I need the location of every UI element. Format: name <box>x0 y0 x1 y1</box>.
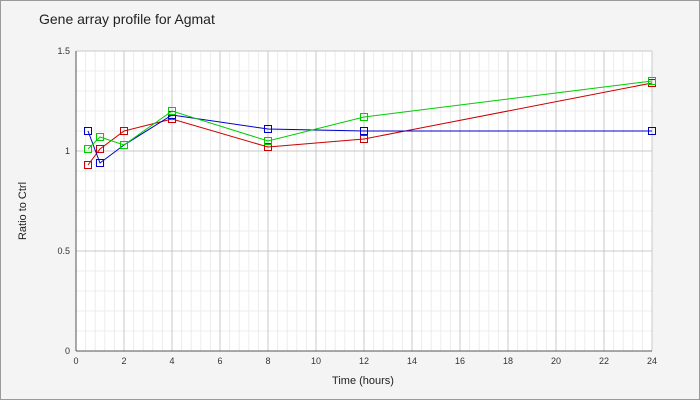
chart-title: Gene array profile for Agmat <box>39 11 215 27</box>
x-axis-label: Time (hours) <box>332 375 394 387</box>
x-tick-label: 4 <box>169 356 174 366</box>
data-point-marker <box>96 159 104 167</box>
x-tick-label: 22 <box>599 356 609 366</box>
y-tick-label: 0.5 <box>57 246 70 256</box>
x-tick-label: 20 <box>551 356 561 366</box>
y-tick-label: 1 <box>65 146 70 156</box>
data-point-marker <box>84 127 92 135</box>
data-point-marker <box>120 127 128 135</box>
x-tick-label: 18 <box>503 356 513 366</box>
data-point-marker <box>360 127 368 135</box>
x-tick-label: 0 <box>73 356 78 366</box>
data-point-marker <box>264 125 272 133</box>
data-point-marker <box>168 107 176 115</box>
data-point-marker <box>84 161 92 169</box>
data-point-marker <box>84 145 92 153</box>
data-point-marker <box>360 135 368 143</box>
series-line-3 <box>87 80 653 150</box>
data-point-marker <box>360 113 368 121</box>
data-point-marker <box>264 143 272 151</box>
data-point-marker <box>648 127 656 135</box>
x-tick-label: 24 <box>647 356 657 366</box>
x-tick-label: 10 <box>311 356 321 366</box>
data-point-marker <box>264 137 272 145</box>
data-point-marker <box>96 145 104 153</box>
x-tick-label: 2 <box>121 356 126 366</box>
x-tick-label: 8 <box>265 356 270 366</box>
y-tick-label: 0 <box>65 346 70 356</box>
data-point-marker <box>120 141 128 149</box>
y-tick-label: 1.5 <box>57 46 70 56</box>
x-tick-label: 6 <box>217 356 222 366</box>
data-point-marker <box>648 77 656 85</box>
x-tick-label: 12 <box>359 356 369 366</box>
x-tick-label: 14 <box>407 356 417 366</box>
data-point-marker <box>96 133 104 141</box>
x-tick-label: 16 <box>455 356 465 366</box>
